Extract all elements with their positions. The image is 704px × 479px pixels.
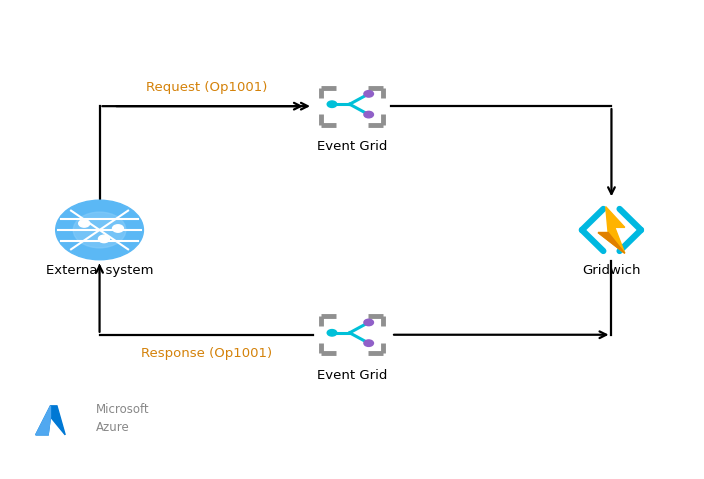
Text: Request (Op1001): Request (Op1001) (146, 81, 267, 94)
Text: Microsoft
Azure: Microsoft Azure (96, 402, 150, 433)
Polygon shape (598, 206, 625, 253)
Circle shape (364, 111, 373, 118)
Circle shape (364, 91, 373, 97)
Circle shape (327, 330, 337, 336)
Circle shape (327, 101, 337, 107)
Text: External system: External system (46, 264, 153, 277)
Circle shape (364, 340, 373, 346)
Circle shape (56, 200, 144, 260)
Text: Response (Op1001): Response (Op1001) (141, 347, 272, 360)
Polygon shape (36, 406, 51, 435)
Circle shape (99, 235, 109, 243)
Circle shape (364, 319, 373, 326)
Text: Event Grid: Event Grid (317, 140, 387, 153)
Circle shape (73, 212, 126, 248)
Polygon shape (36, 406, 65, 435)
Circle shape (113, 225, 123, 232)
Circle shape (79, 220, 89, 227)
Text: Gridwich: Gridwich (582, 264, 641, 277)
Polygon shape (598, 233, 625, 253)
Text: Event Grid: Event Grid (317, 369, 387, 382)
